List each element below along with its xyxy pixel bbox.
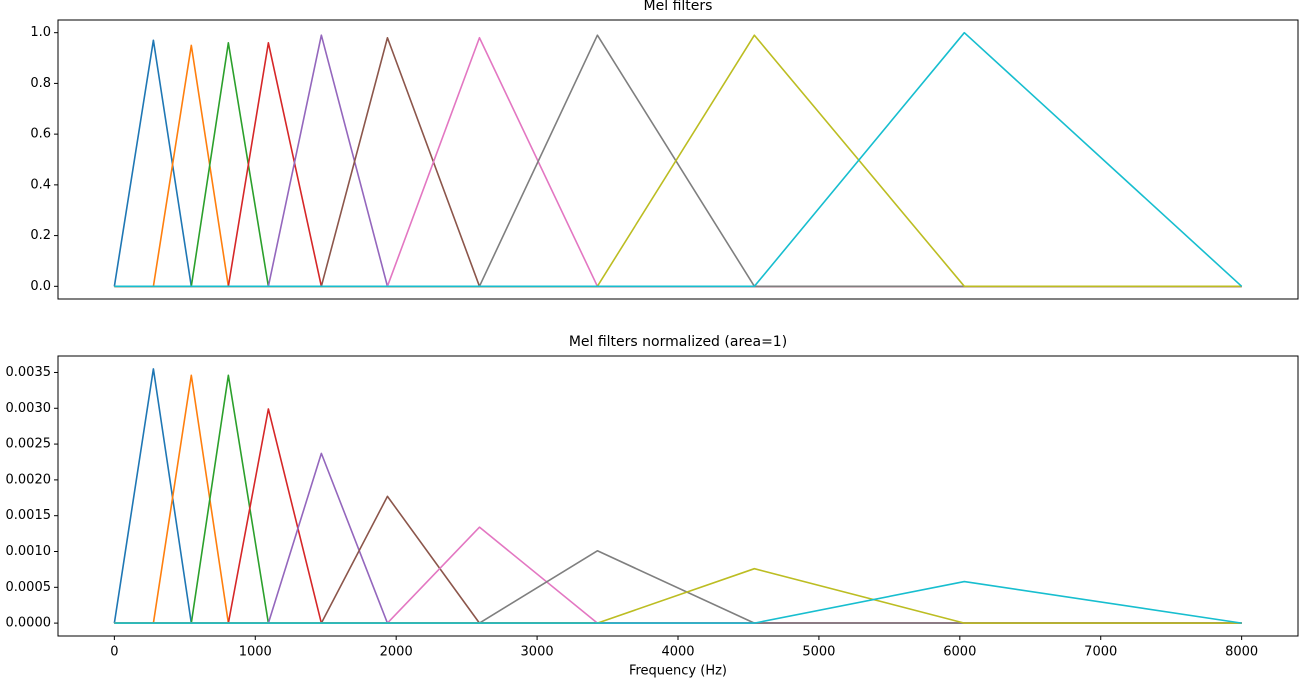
y-tick-label: 0.0: [30, 279, 51, 294]
y-tick-label: 0.4: [30, 177, 51, 192]
plot-frame: [57, 355, 1299, 637]
series-line: [113, 368, 1242, 624]
y-tick-label: 0.6: [30, 127, 51, 142]
series-line: [114, 34, 1242, 288]
x-tick-label: 4000: [661, 645, 694, 660]
series-line: [114, 549, 1242, 624]
x-tick-label: 0: [110, 645, 118, 660]
series-line: [114, 44, 1242, 288]
y-tick-label: 0.0005: [6, 580, 52, 595]
x-tick-label: 1000: [239, 645, 272, 660]
series-line: [114, 34, 1242, 288]
x-tick-label: 6000: [943, 645, 976, 660]
series-line: [114, 495, 1242, 624]
series-line: [114, 36, 1242, 288]
chart-title: Mel filters normalized (area=1): [569, 334, 787, 350]
series-line: [114, 31, 1243, 288]
y-tick-label: 0.8: [30, 76, 51, 91]
series-line: [114, 408, 1242, 624]
y-tick-label: 0.0025: [6, 437, 52, 452]
y-tick-label: 0.0030: [6, 401, 52, 416]
series-line: [114, 36, 1242, 288]
x-tick-label: 2000: [380, 645, 413, 660]
series-line: [114, 34, 1242, 288]
plot-frame: [57, 19, 1299, 300]
y-tick-label: 0.2: [30, 228, 51, 243]
x-tick-label: 3000: [521, 645, 554, 660]
y-tick-label: 1.0: [30, 25, 51, 40]
series-line: [114, 580, 1242, 624]
x-tick-label: 8000: [1225, 645, 1258, 660]
y-tick-label: 0.0015: [6, 508, 52, 523]
y-tick-label: 0.0000: [6, 616, 52, 631]
chart-title: Mel filters: [644, 0, 713, 14]
y-tick-label: 0.0010: [6, 544, 52, 559]
y-tick-label: 0.0020: [6, 472, 52, 487]
series-line: [114, 374, 1242, 624]
x-tick-label: 7000: [1084, 645, 1117, 660]
y-tick-label: 0.0035: [6, 365, 52, 380]
series-line: [114, 374, 1242, 624]
x-axis-label: Frequency (Hz): [629, 664, 727, 679]
x-tick-label: 5000: [802, 645, 835, 660]
